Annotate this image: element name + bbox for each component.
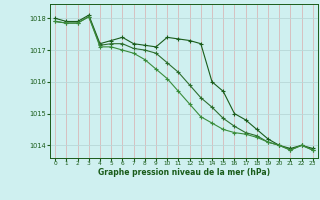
X-axis label: Graphe pression niveau de la mer (hPa): Graphe pression niveau de la mer (hPa)	[98, 168, 270, 177]
